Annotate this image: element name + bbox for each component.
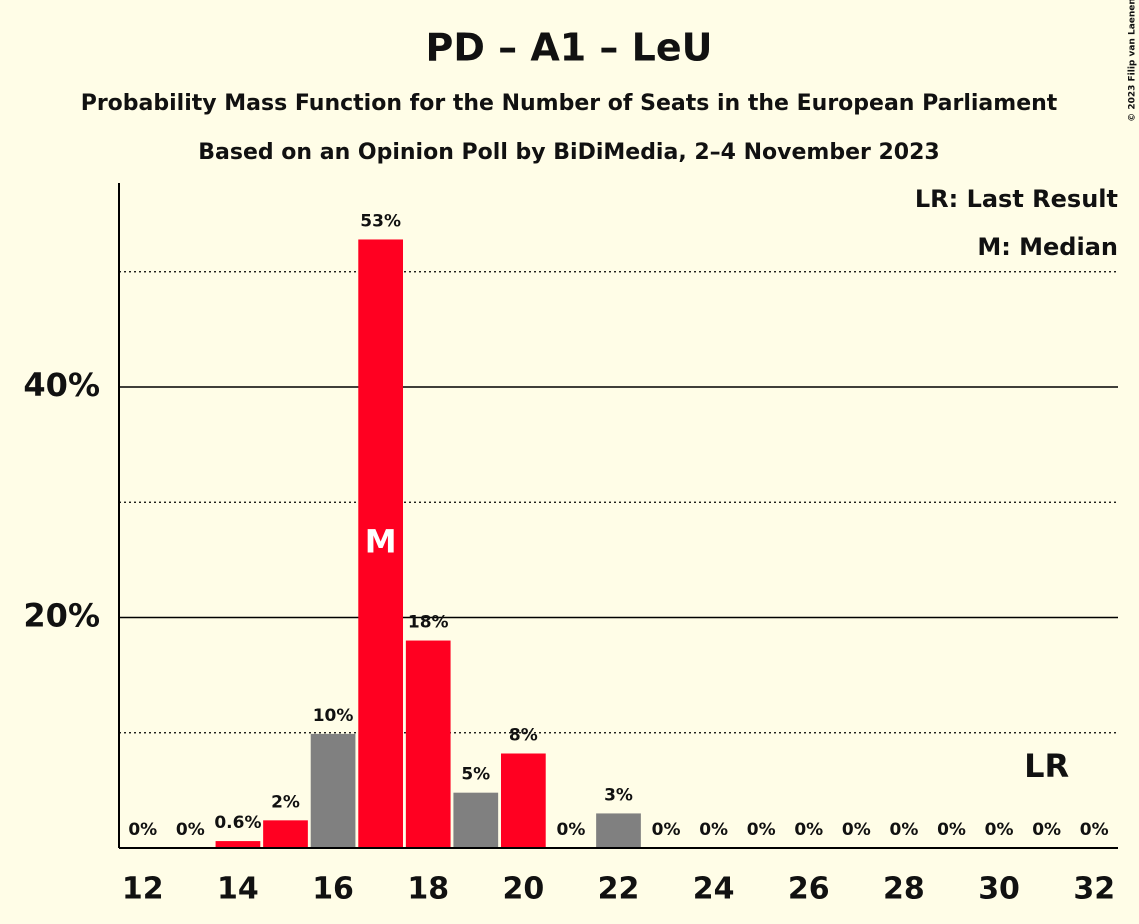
bar [263,820,308,848]
copyright: © 2023 Filip van Laenen [1128,0,1138,122]
x-tick-label: 30 [978,872,1020,907]
value-label: 3% [604,785,633,805]
value-label: 0% [889,820,918,840]
y-tick-label: 20% [23,596,100,634]
bar [310,733,356,848]
y-tick-label: 40% [23,366,100,404]
bar [215,841,261,848]
legend-entry: M: Median [977,233,1118,261]
x-tick-label: 14 [217,872,259,907]
value-label: 2% [271,792,300,812]
chart-subtitle: Probability Mass Function for the Number… [81,91,1058,116]
value-label: 0% [937,820,966,840]
bar [358,239,404,848]
value-label: 53% [360,211,401,231]
legend-entry: LR: Last Result [915,185,1118,213]
chart-subtitle: Based on an Opinion Poll by BiDiMedia, 2… [198,140,939,165]
median-marker: M [365,523,397,561]
chart-title: PD – A1 – LeU [425,26,712,70]
value-label: 0% [1032,820,1061,840]
value-label: 0% [985,820,1014,840]
value-label: 8% [509,725,538,745]
value-label: 0% [1080,820,1109,840]
value-label: 0% [747,820,776,840]
value-label: 0% [699,820,728,840]
value-label: 5% [461,765,490,785]
x-tick-label: 18 [407,872,449,907]
value-label: 0% [556,820,585,840]
value-label: 0% [794,820,823,840]
bar [500,753,546,848]
x-tick-label: 20 [502,872,544,907]
x-tick-label: 32 [1073,872,1115,907]
bar [405,640,451,848]
x-tick-label: 28 [883,872,925,907]
x-tick-label: 22 [598,872,640,907]
last-result-marker: LR [1024,747,1069,785]
x-tick-label: 24 [693,872,735,907]
x-tick-label: 16 [312,872,354,907]
bar [453,792,499,848]
value-label: 0% [176,820,205,840]
x-tick-label: 12 [122,872,164,907]
value-label: 0% [842,820,871,840]
value-label: 0.6% [214,813,261,833]
x-tick-label: 26 [788,872,830,907]
bar [596,813,641,848]
value-label: 0% [128,820,157,840]
value-label: 0% [652,820,681,840]
value-label: 10% [313,706,354,726]
value-label: 18% [408,613,449,633]
